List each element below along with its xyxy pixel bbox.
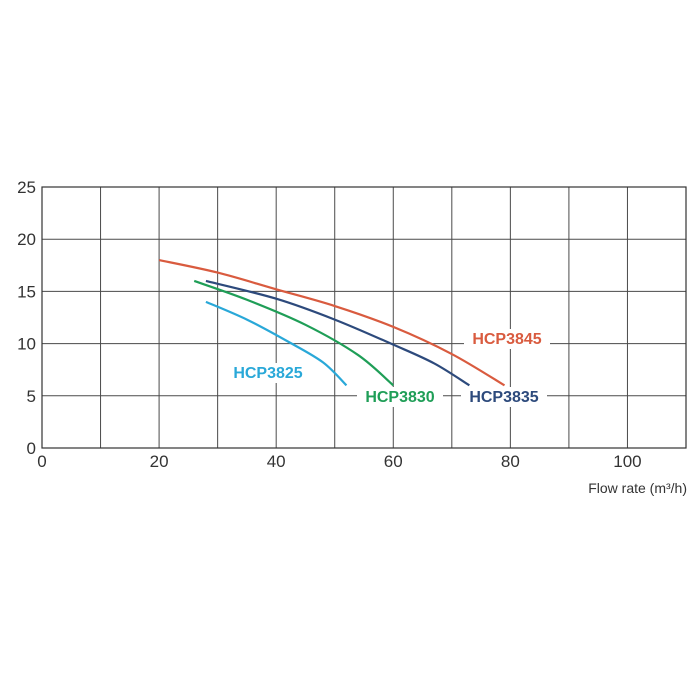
x-tick-label: 0: [37, 452, 46, 471]
series-label-hcp3845: HCP3845: [472, 331, 541, 348]
series-label-hcp3830: HCP3830: [365, 389, 434, 406]
x-tick-label: 40: [267, 452, 286, 471]
y-tick-label: 25: [17, 178, 36, 197]
series-line-hcp3835: [205, 279, 470, 387]
plot-border: [41, 186, 687, 449]
y-tick-label: 15: [17, 282, 36, 301]
series-label-bg-hcp3835: [461, 387, 547, 407]
y-tick-label: 20: [17, 230, 36, 249]
x-tick-label: 60: [384, 452, 403, 471]
y-tick-label: 10: [17, 335, 36, 354]
series-line-hcp3825: [205, 300, 348, 387]
y-tick-label: 0: [27, 439, 36, 458]
x-tick-label: 80: [501, 452, 520, 471]
series-label-hcp3835: HCP3835: [469, 389, 538, 406]
series-label-bg-hcp3845: [464, 329, 550, 349]
series-lines: [158, 259, 506, 387]
series-label-bg-hcp3830: [357, 387, 443, 407]
grid: [41, 186, 687, 449]
series-label-bg-hcp3825: [225, 363, 311, 383]
series-line-hcp3845: [158, 259, 506, 387]
x-tick-label: 20: [150, 452, 169, 471]
series-labels: HCP3825 HCP3830 HCP3835 HCP3845: [225, 329, 550, 407]
y-tick-label: 5: [27, 387, 36, 406]
x-axis-label: Flow rate (m³/h): [588, 480, 687, 496]
series-line-hcp3830: [193, 279, 394, 387]
series-label-hcp3825: HCP3825: [233, 365, 302, 382]
x-tick-label: 100: [613, 452, 641, 471]
axis-ticks: 0 20 40 60 80 100 0 5 10 15 20 25: [17, 178, 642, 471]
